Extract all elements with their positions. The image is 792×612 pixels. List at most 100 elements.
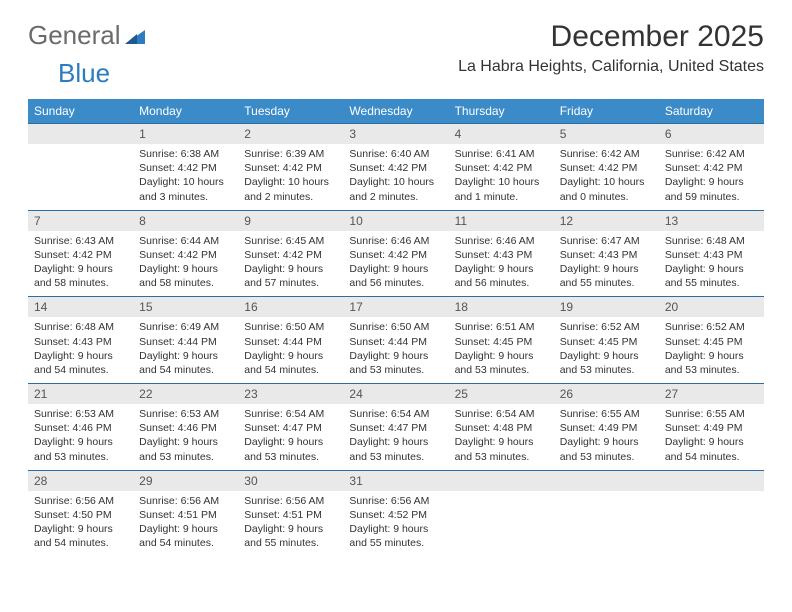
day-body: Sunrise: 6:42 AMSunset: 4:42 PMDaylight:… [554,144,659,210]
day-line: and 53 minutes. [34,450,127,464]
day-cell: 23Sunrise: 6:54 AMSunset: 4:47 PMDayligh… [238,383,343,470]
day-line: Daylight: 9 hours [560,262,653,276]
day-cell: 16Sunrise: 6:50 AMSunset: 4:44 PMDayligh… [238,296,343,383]
day-line: Sunrise: 6:49 AM [139,320,232,334]
day-line: Sunrise: 6:50 AM [349,320,442,334]
day-cell: 9Sunrise: 6:45 AMSunset: 4:42 PMDaylight… [238,210,343,297]
day-line: Sunrise: 6:45 AM [244,234,337,248]
day-line: and 57 minutes. [244,276,337,290]
day-line: Daylight: 9 hours [560,435,653,449]
day-line: Sunrise: 6:42 AM [560,147,653,161]
day-number [449,470,554,491]
day-cell: 1Sunrise: 6:38 AMSunset: 4:42 PMDaylight… [133,123,238,210]
day-line: Sunset: 4:42 PM [244,161,337,175]
day-body: Sunrise: 6:50 AMSunset: 4:44 PMDaylight:… [238,317,343,383]
day-line: Daylight: 9 hours [349,349,442,363]
day-number: 4 [449,123,554,144]
day-line: Sunrise: 6:56 AM [244,494,337,508]
day-cell: 21Sunrise: 6:53 AMSunset: 4:46 PMDayligh… [28,383,133,470]
day-cell: 20Sunrise: 6:52 AMSunset: 4:45 PMDayligh… [659,296,764,383]
day-header-row: Sunday Monday Tuesday Wednesday Thursday… [28,99,764,123]
day-number [554,470,659,491]
week-row: 1Sunrise: 6:38 AMSunset: 4:42 PMDaylight… [28,123,764,210]
day-line: Sunrise: 6:43 AM [34,234,127,248]
day-line: Sunset: 4:45 PM [560,335,653,349]
day-line: and 54 minutes. [244,363,337,377]
day-line: Sunset: 4:45 PM [455,335,548,349]
day-body [28,144,133,199]
day-number: 6 [659,123,764,144]
day-line: Sunrise: 6:54 AM [455,407,548,421]
day-line: Sunrise: 6:54 AM [244,407,337,421]
day-line: Daylight: 9 hours [560,349,653,363]
day-body: Sunrise: 6:56 AMSunset: 4:52 PMDaylight:… [343,491,448,557]
day-line: Sunrise: 6:40 AM [349,147,442,161]
title-block: December 2025 La Habra Heights, Californ… [458,20,764,76]
day-line: Sunrise: 6:41 AM [455,147,548,161]
day-number: 7 [28,210,133,231]
day-line: and 53 minutes. [455,363,548,377]
day-line: Sunset: 4:43 PM [560,248,653,262]
day-cell: 5Sunrise: 6:42 AMSunset: 4:42 PMDaylight… [554,123,659,210]
logo-text-blue: Blue [58,58,110,89]
day-line: Sunset: 4:44 PM [244,335,337,349]
day-line: Sunrise: 6:42 AM [665,147,758,161]
week-row: 28Sunrise: 6:56 AMSunset: 4:50 PMDayligh… [28,470,764,557]
day-cell: 8Sunrise: 6:44 AMSunset: 4:42 PMDaylight… [133,210,238,297]
day-line: and 0 minutes. [560,190,653,204]
day-number: 26 [554,383,659,404]
day-line: Sunset: 4:51 PM [244,508,337,522]
day-line: and 2 minutes. [244,190,337,204]
day-body: Sunrise: 6:52 AMSunset: 4:45 PMDaylight:… [554,317,659,383]
day-header-thu: Thursday [449,99,554,123]
day-line: Sunrise: 6:53 AM [139,407,232,421]
day-body: Sunrise: 6:42 AMSunset: 4:42 PMDaylight:… [659,144,764,210]
day-line: and 58 minutes. [34,276,127,290]
day-cell: 17Sunrise: 6:50 AMSunset: 4:44 PMDayligh… [343,296,448,383]
day-line: Daylight: 10 hours [349,175,442,189]
day-line: Sunset: 4:42 PM [244,248,337,262]
day-header-fri: Friday [554,99,659,123]
day-line: Sunset: 4:45 PM [665,335,758,349]
day-cell: 29Sunrise: 6:56 AMSunset: 4:51 PMDayligh… [133,470,238,557]
day-body: Sunrise: 6:56 AMSunset: 4:51 PMDaylight:… [133,491,238,557]
day-line: Daylight: 10 hours [455,175,548,189]
day-line: Sunrise: 6:56 AM [139,494,232,508]
day-number: 11 [449,210,554,231]
day-number [28,123,133,144]
day-cell: 27Sunrise: 6:55 AMSunset: 4:49 PMDayligh… [659,383,764,470]
day-line: Sunset: 4:42 PM [455,161,548,175]
calendar-body: 1Sunrise: 6:38 AMSunset: 4:42 PMDaylight… [28,123,764,556]
day-body: Sunrise: 6:46 AMSunset: 4:42 PMDaylight:… [343,231,448,297]
day-line: Daylight: 9 hours [665,262,758,276]
day-line: Daylight: 9 hours [665,435,758,449]
day-cell [659,470,764,557]
day-cell: 28Sunrise: 6:56 AMSunset: 4:50 PMDayligh… [28,470,133,557]
day-cell: 3Sunrise: 6:40 AMSunset: 4:42 PMDaylight… [343,123,448,210]
day-line: Daylight: 9 hours [349,262,442,276]
day-body: Sunrise: 6:43 AMSunset: 4:42 PMDaylight:… [28,231,133,297]
day-line: Sunset: 4:47 PM [349,421,442,435]
day-line: and 53 minutes. [560,450,653,464]
day-body: Sunrise: 6:56 AMSunset: 4:50 PMDaylight:… [28,491,133,557]
day-line: Daylight: 9 hours [34,262,127,276]
day-number: 2 [238,123,343,144]
day-cell: 22Sunrise: 6:53 AMSunset: 4:46 PMDayligh… [133,383,238,470]
day-line: Sunrise: 6:55 AM [560,407,653,421]
day-body: Sunrise: 6:53 AMSunset: 4:46 PMDaylight:… [28,404,133,470]
day-line: Sunset: 4:52 PM [349,508,442,522]
day-line: Sunrise: 6:39 AM [244,147,337,161]
day-number: 16 [238,296,343,317]
day-body: Sunrise: 6:41 AMSunset: 4:42 PMDaylight:… [449,144,554,210]
day-body: Sunrise: 6:54 AMSunset: 4:48 PMDaylight:… [449,404,554,470]
day-number: 5 [554,123,659,144]
day-line: and 59 minutes. [665,190,758,204]
day-line: Sunrise: 6:51 AM [455,320,548,334]
day-line: Sunset: 4:42 PM [349,248,442,262]
day-cell: 4Sunrise: 6:41 AMSunset: 4:42 PMDaylight… [449,123,554,210]
day-line: Daylight: 9 hours [455,262,548,276]
day-body: Sunrise: 6:54 AMSunset: 4:47 PMDaylight:… [343,404,448,470]
day-header-tue: Tuesday [238,99,343,123]
day-number [659,470,764,491]
day-line: Daylight: 9 hours [34,349,127,363]
